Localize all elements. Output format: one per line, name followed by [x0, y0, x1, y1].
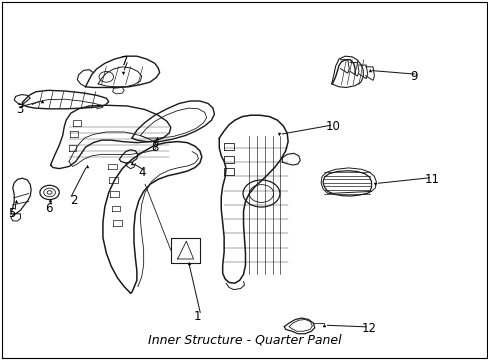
Text: 3: 3	[17, 103, 24, 116]
Text: 5: 5	[8, 207, 15, 220]
Text: 8: 8	[151, 141, 159, 154]
Text: 2: 2	[70, 194, 77, 207]
Text: 11: 11	[424, 173, 439, 186]
Text: 9: 9	[409, 69, 417, 82]
Text: Inner Structure - Quarter Panel: Inner Structure - Quarter Panel	[147, 333, 341, 347]
Text: 10: 10	[325, 120, 340, 133]
Text: 7: 7	[121, 55, 128, 68]
Text: 6: 6	[45, 202, 52, 215]
Text: 1: 1	[193, 310, 201, 324]
Text: 4: 4	[139, 166, 146, 179]
Text: 12: 12	[361, 322, 376, 335]
